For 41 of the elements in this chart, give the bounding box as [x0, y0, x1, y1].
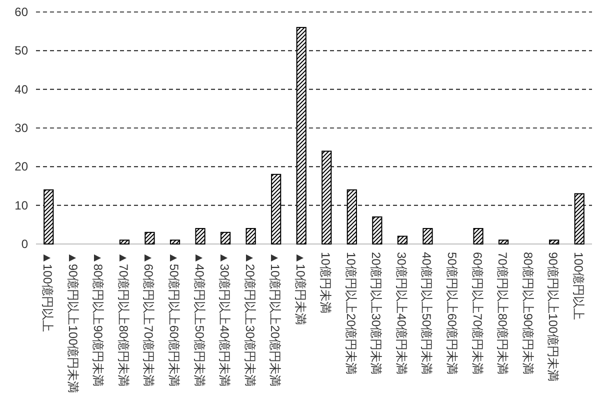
- bar: [144, 232, 155, 244]
- x-tick-label: ▲80億円以上90億円未満: [91, 252, 106, 387]
- y-tick-label: 0: [21, 237, 28, 251]
- x-tick-label: 30億円以上40億円未満: [394, 252, 408, 375]
- y-tick-label: 30: [14, 121, 28, 135]
- x-tick-label: ▲50億円以上60億円未満: [167, 252, 181, 387]
- x-tick-label: ▲100億円以上: [40, 252, 55, 332]
- x-tick-label: 10億円以上20億円未満: [344, 252, 358, 375]
- bar: [422, 228, 433, 244]
- y-tick-label: 20: [14, 160, 28, 174]
- x-tick-label: 20億円以上30億円未満: [369, 252, 384, 375]
- x-tick-label: 40億円以上50億円未満: [420, 252, 434, 375]
- x-tick-label: 80億円以上90億円未満: [520, 252, 535, 375]
- y-tick-label: 60: [14, 5, 28, 19]
- y-tick-label: 40: [14, 82, 28, 96]
- x-tick-label: 60億円以上70億円未満: [470, 252, 484, 375]
- x-tick-label: ▲30億円以上40億円未満: [218, 252, 232, 387]
- x-tick-label: ▲10億円未満: [293, 252, 308, 326]
- x-tick-label: 100億円以上: [571, 252, 586, 320]
- bar: [397, 236, 408, 244]
- x-tick-label: ▲10億円以上20億円未満: [268, 252, 282, 387]
- x-tick-label: ▲20億円以上30億円未満: [242, 252, 257, 387]
- x-tick-label: 50億円以上60億円未満: [445, 252, 459, 375]
- x-tick-label: ▲70億円以上80億円未満: [116, 252, 130, 387]
- bar: [195, 228, 206, 244]
- bar: [498, 240, 509, 244]
- x-tick-label: ▲60億円以上70億円未満: [142, 252, 156, 387]
- y-tick-label: 50: [14, 44, 28, 58]
- bar: [372, 216, 382, 244]
- bar: [473, 228, 484, 244]
- x-tick-label: ▲90億円以上100億円未満: [66, 252, 80, 394]
- x-tick-label: 70億円以上80億円未満: [496, 252, 510, 375]
- x-tick-label: ▲40億円以上50億円未満: [192, 252, 206, 387]
- bar: [549, 240, 560, 244]
- bar: [170, 240, 180, 244]
- bar: [220, 232, 231, 244]
- x-tick-label: 90億円以上100億円未満: [546, 252, 560, 382]
- bar: [246, 228, 256, 244]
- y-tick-label: 10: [14, 198, 28, 212]
- x-tick-label: 10億円未満: [318, 252, 333, 314]
- bar: [119, 240, 130, 244]
